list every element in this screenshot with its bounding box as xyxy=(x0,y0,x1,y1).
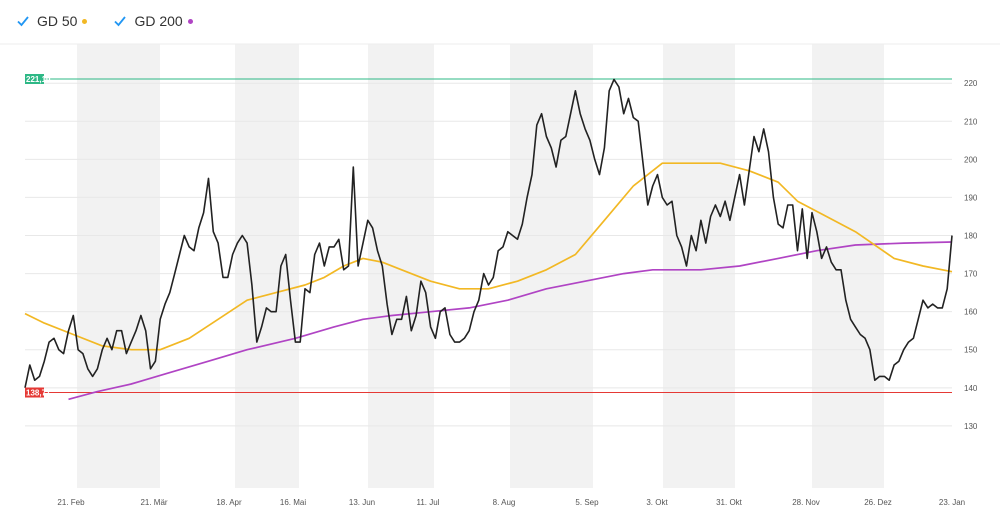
month-band xyxy=(368,44,434,488)
y-tick-label: 170 xyxy=(964,270,978,279)
x-tick-label: 11. Jul xyxy=(417,498,440,507)
y-tick-label: 150 xyxy=(964,346,978,355)
checkmark-icon xyxy=(114,16,127,27)
month-band xyxy=(663,44,735,488)
x-tick-label: 28. Nov xyxy=(792,498,820,507)
x-tick-label: 21. Feb xyxy=(57,498,85,507)
reference-label: 221,10 xyxy=(26,75,51,84)
series-line-gd50 xyxy=(24,162,953,351)
legend-item-gd50[interactable]: GD 50 xyxy=(16,13,88,29)
x-tick-label: 3. Okt xyxy=(646,498,668,507)
month-band xyxy=(812,44,884,488)
month-band xyxy=(235,44,299,488)
x-tick-label: 31. Okt xyxy=(716,498,743,507)
x-tick-label: 23. Jan xyxy=(939,498,965,507)
y-tick-label: 190 xyxy=(964,193,978,202)
y-tick-label: 160 xyxy=(964,308,978,317)
y-tick-label: 200 xyxy=(964,155,978,164)
legend-dot-gd200 xyxy=(187,18,193,24)
series-line-price xyxy=(24,78,953,388)
y-tick-label: 220 xyxy=(964,79,978,88)
reference-badge xyxy=(25,387,44,398)
y-tick-label: 140 xyxy=(964,384,978,393)
x-tick-label: 8. Aug xyxy=(493,498,516,507)
x-tick-label: 16. Mai xyxy=(280,498,306,507)
chart-legend: GD 50 GD 200 xyxy=(16,10,193,32)
x-tick-label: 26. Dez xyxy=(864,498,892,507)
month-band xyxy=(510,44,593,488)
y-tick-label: 180 xyxy=(964,232,978,241)
legend-label-gd200: GD 200 xyxy=(134,13,183,29)
legend-label-gd50: GD 50 xyxy=(37,13,78,29)
month-band xyxy=(77,44,160,488)
x-tick-label: 21. Mär xyxy=(140,498,167,507)
x-tick-label: 13. Jun xyxy=(349,498,375,507)
x-tick-label: 18. Apr xyxy=(216,498,242,507)
checkmark-icon xyxy=(17,16,29,27)
y-tick-label: 210 xyxy=(964,117,978,126)
y-tick-label: 130 xyxy=(964,422,978,431)
reference-label: 138,77 xyxy=(26,389,51,398)
reference-badge xyxy=(25,74,44,84)
series-line-gd200 xyxy=(68,241,953,401)
legend-item-gd200[interactable]: GD 200 xyxy=(113,13,193,29)
x-tick-label: 5. Sep xyxy=(575,498,599,507)
legend-dot-gd50 xyxy=(82,18,88,24)
